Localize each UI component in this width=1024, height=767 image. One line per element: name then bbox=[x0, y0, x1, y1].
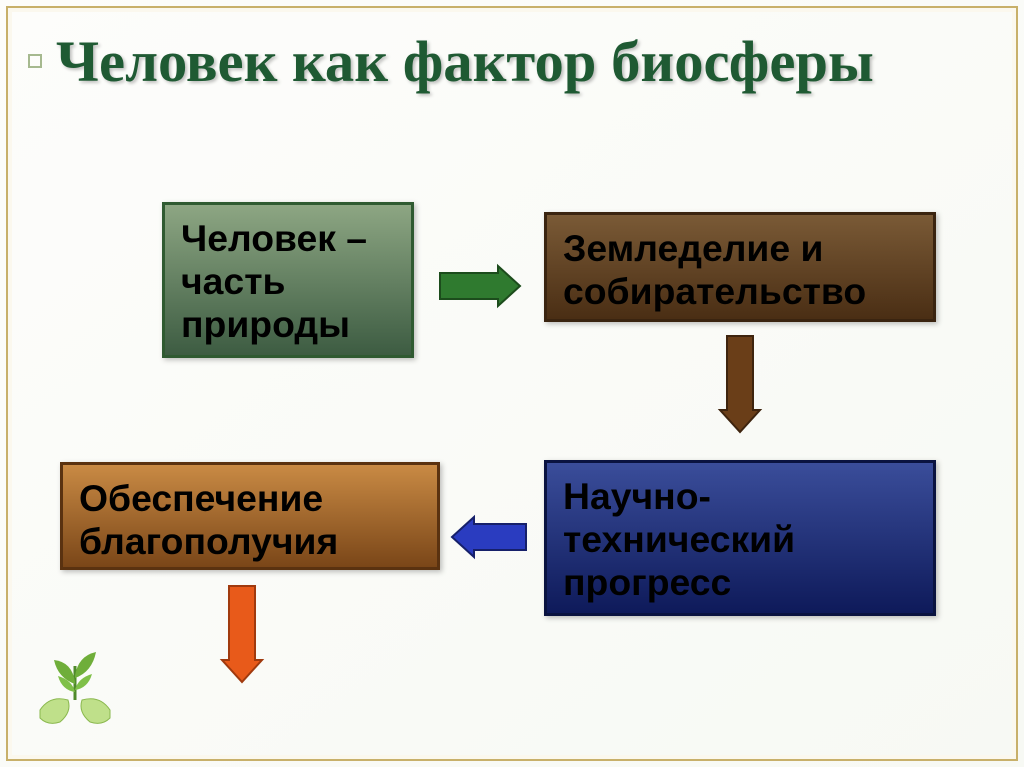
diagram-node-n4: Обеспечение благополучия bbox=[60, 462, 440, 570]
node-label: Обеспечение благополучия bbox=[79, 477, 338, 562]
arrow-a4 bbox=[194, 586, 290, 687]
node-label: Человек – часть природы bbox=[181, 217, 367, 345]
diagram-node-n1: Человек – часть природы bbox=[162, 202, 414, 358]
arrow-a3 bbox=[452, 500, 526, 579]
slide-title: Человек как фактор биосферы bbox=[56, 30, 956, 95]
slide-frame bbox=[6, 6, 1018, 761]
title-bullet bbox=[28, 54, 42, 68]
arrow-a2 bbox=[692, 336, 788, 437]
arrow-a1 bbox=[440, 246, 520, 331]
diagram-node-n3: Научно-технический прогресс bbox=[544, 460, 936, 616]
node-label: Земледелие и собирательство bbox=[563, 227, 866, 312]
diagram-node-n2: Земледелие и собирательство bbox=[544, 212, 936, 322]
node-label: Научно-технический прогресс bbox=[563, 475, 795, 603]
plant-hands-icon bbox=[20, 640, 130, 745]
